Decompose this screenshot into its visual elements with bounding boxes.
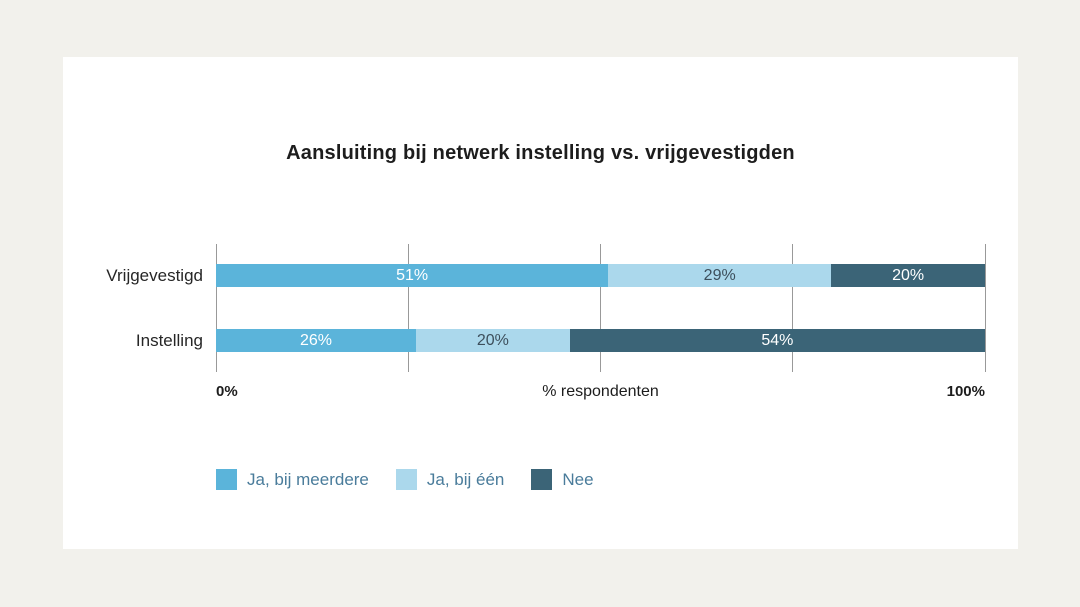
bar-segment-value: 26% (299, 331, 332, 349)
legend-swatch-icon (395, 469, 417, 490)
bar-segment: 20% (831, 264, 985, 287)
gridline-75 (792, 244, 794, 372)
category-label-0: Vrijgevestigd (106, 266, 203, 285)
bar-segment-value: 20% (476, 331, 509, 349)
legend-label: Ja, bij één (426, 469, 505, 489)
bar-segment: 26% (216, 329, 416, 352)
plot-area (215, 244, 986, 372)
legend-item-1: Ja, bij één (395, 469, 505, 490)
category-label-1: Instelling (135, 331, 203, 350)
bar-segment-value: 29% (703, 266, 736, 284)
x-axis: 0% % respondenten 100% (216, 383, 985, 405)
legend-label: Nee (562, 469, 594, 489)
bar-segment: 20% (415, 329, 570, 352)
bar-segment-value: 51% (396, 266, 429, 284)
legend-label: Ja, bij meerdere (247, 469, 369, 489)
gridline-25 (407, 244, 409, 372)
x-axis-title: % respondenten (542, 383, 659, 400)
legend: Ja, bij meerdere Ja, bij één Nee (216, 469, 594, 490)
bar-segment: 54% (569, 329, 985, 352)
chart-card: Aansluiting bij netwerk instelling vs. v… (63, 57, 1018, 549)
bar-segment: 29% (608, 264, 832, 287)
bar-segment: 51% (216, 264, 609, 287)
legend-swatch-icon (216, 469, 237, 490)
gridline-100 (984, 244, 986, 372)
bar-segment-value: 20% (892, 266, 925, 284)
legend-item-2: Nee (531, 469, 594, 490)
legend-swatch-icon (531, 469, 553, 490)
bar-row-1: 26% 20% 54% (216, 329, 985, 352)
bar-row-0: 51% 29% 20% (216, 264, 985, 287)
x-axis-max-tick-label: 100% (946, 383, 985, 400)
bar-segment-value: 54% (761, 331, 794, 349)
chart-title: Aansluiting bij netwerk instelling vs. v… (286, 142, 795, 164)
legend-item-0: Ja, bij meerdere (216, 469, 369, 490)
gridline-0 (215, 244, 217, 372)
gridline-50 (600, 244, 601, 372)
x-axis-min-tick-label: 0% (216, 383, 238, 400)
